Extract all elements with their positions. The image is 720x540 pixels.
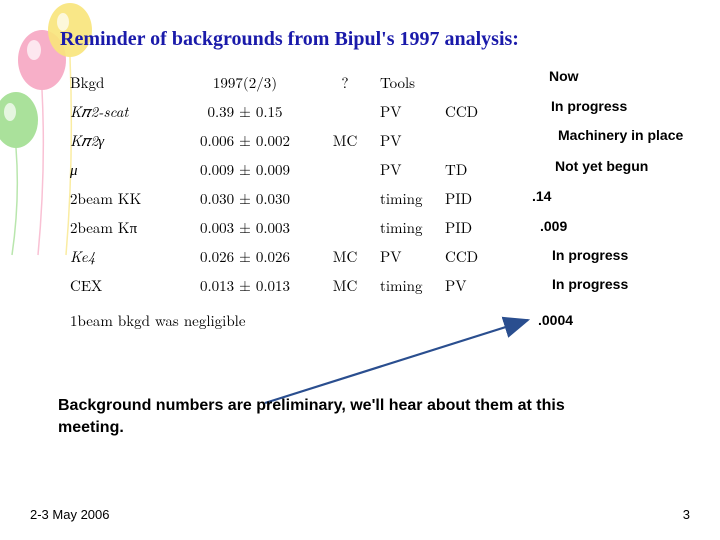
cell-mc: MC: [325, 242, 365, 271]
slide-title: Reminder of backgrounds from Bipul's 199…: [60, 28, 519, 51]
cell-tool1: PV: [380, 155, 450, 184]
cell-value: 0.39 ± 0.15: [185, 97, 305, 126]
table-header-row: Bkgd 1997(2/3) ? Tools: [70, 68, 490, 97]
cell-value: 0.013 ± 0.013: [185, 271, 305, 300]
now-status: Machinery in place: [558, 127, 683, 143]
table-row: K𝜋2-scat 0.39 ± 0.15 PV CCD: [70, 97, 490, 126]
cell-tool1: timing: [380, 271, 450, 300]
cell-tool1: timing: [380, 184, 450, 213]
header-tools: Tools: [380, 68, 450, 97]
now-extra: .0004: [538, 312, 573, 328]
cell-value: 0.026 ± 0.026: [185, 242, 305, 271]
cell-bkgd: CEX: [70, 271, 165, 300]
cell-tool2: CCD: [445, 97, 505, 126]
cell-lastline: 1beam bkgd was negligible: [70, 306, 370, 335]
cell-value: 0.006 ± 0.002: [185, 126, 305, 155]
cell-mc: MC: [325, 271, 365, 300]
cell-value: 0.009 ± 0.009: [185, 155, 305, 184]
cell-bkgd: 2beam Kπ: [70, 213, 165, 242]
cell-value: 0.003 ± 0.003: [185, 213, 305, 242]
table-row: 2beam Kπ 0.003 ± 0.003 timing PID: [70, 213, 490, 242]
cell-tool2: TD: [445, 155, 505, 184]
cell-tool2: CCD: [445, 242, 505, 271]
table-row: Ke4 0.026 ± 0.026 MC PV CCD: [70, 242, 490, 271]
cell-bkgd: K𝜋2-scat: [70, 97, 165, 126]
table-row: 2beam KK 0.030 ± 0.030 timing PID: [70, 184, 490, 213]
now-status: In progress: [552, 276, 628, 292]
now-status: In progress: [551, 98, 627, 114]
now-header: Now: [549, 68, 579, 84]
header-bkgd: Bkgd: [70, 68, 165, 97]
cell-value: 0.030 ± 0.030: [185, 184, 305, 213]
now-status: Not yet begun: [555, 158, 648, 174]
header-q: ?: [325, 68, 365, 97]
cell-mc: MC: [325, 126, 365, 155]
background-table: Bkgd 1997(2/3) ? Tools K𝜋2-scat 0.39 ± 0…: [70, 68, 490, 335]
cell-tool1: PV: [380, 242, 450, 271]
cell-bkgd: K𝜋2γ: [70, 126, 165, 155]
cell-tool1: PV: [380, 126, 450, 155]
footer-pagenum: 3: [683, 507, 690, 522]
cell-tool1: timing: [380, 213, 450, 242]
table-row: μ 0.009 ± 0.009 PV TD: [70, 155, 490, 184]
cell-bkgd: μ: [70, 155, 165, 184]
now-status: .009: [540, 218, 567, 234]
table-last-line: 1beam bkgd was negligible: [70, 306, 490, 335]
header-1997: 1997(2/3): [185, 68, 305, 97]
table-row: CEX 0.013 ± 0.013 MC timing PV: [70, 271, 490, 300]
footnote-text: Background numbers are preliminary, we'l…: [58, 395, 618, 438]
cell-tool1: PV: [380, 97, 450, 126]
cell-bkgd: Ke4: [70, 242, 165, 271]
now-status: In progress: [552, 247, 628, 263]
cell-bkgd: 2beam KK: [70, 184, 165, 213]
now-status: .14: [532, 188, 551, 204]
cell-tool2: PID: [445, 184, 505, 213]
table-row: K𝜋2γ 0.006 ± 0.002 MC PV: [70, 126, 490, 155]
footer-date: 2-3 May 2006: [30, 507, 110, 522]
cell-tool2: PID: [445, 213, 505, 242]
cell-tool2: PV: [445, 271, 505, 300]
